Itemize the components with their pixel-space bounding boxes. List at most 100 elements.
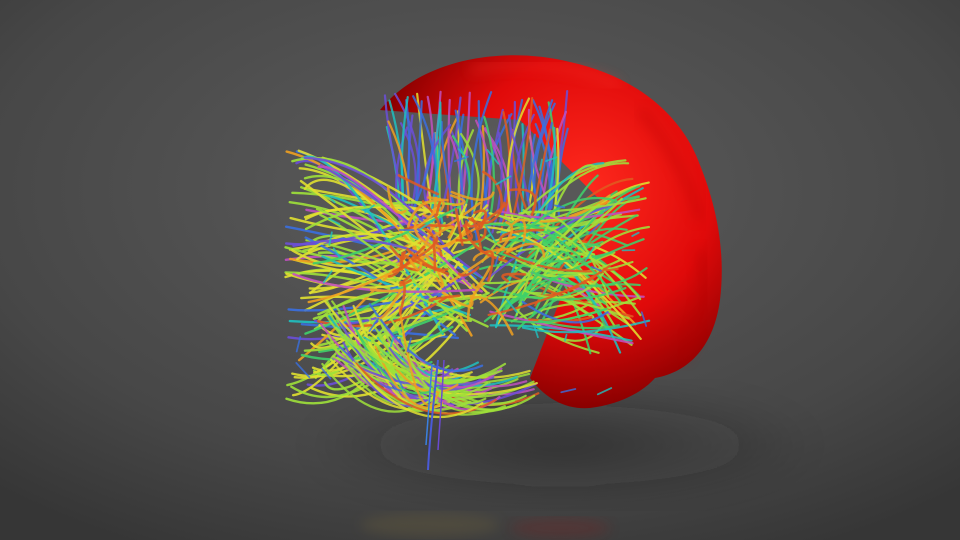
fiber-strand [432, 239, 437, 272]
fiber-strand [477, 100, 492, 229]
fiber-strand [332, 247, 341, 258]
fiber-strand [387, 251, 404, 278]
fiber-strand [448, 251, 494, 284]
fiber-strand [640, 311, 648, 327]
fiber-strand [500, 196, 618, 255]
fiber-strand [491, 203, 601, 320]
fiber-strand [386, 185, 407, 214]
fiber-strand [631, 231, 640, 237]
fiber-strand [319, 213, 469, 332]
fiber-strand [368, 317, 380, 332]
fiber-strand [510, 300, 636, 323]
fiber-strand [455, 224, 473, 242]
fiber-strand [521, 300, 609, 324]
fiber-strand [485, 200, 623, 281]
fiber-strand [423, 123, 452, 210]
fiber-strand [377, 289, 403, 320]
fiber-strand [300, 155, 444, 336]
fiber-strand [596, 387, 613, 396]
cortex-hemisphere [380, 55, 722, 409]
fiber-strand [527, 197, 647, 214]
fiber-strand [379, 320, 435, 371]
fiber-strand [395, 373, 404, 389]
fiber-strand [501, 307, 608, 324]
fiber-strand [505, 238, 645, 308]
fiber-strand [524, 272, 605, 299]
fiber-strand [364, 204, 375, 214]
brainstem-fiber [425, 364, 433, 446]
fiber-strand [317, 284, 436, 316]
fiber-strand [495, 221, 514, 255]
fiber-strand [471, 228, 487, 244]
fiber-strand [304, 201, 459, 231]
fiber-strand [489, 310, 634, 345]
fiber-strand [509, 188, 537, 216]
fiber-strand [454, 207, 464, 247]
fiber-strand [321, 367, 332, 380]
fiber-strand [501, 272, 527, 283]
fiber-strand [458, 113, 471, 223]
fiber-strand [527, 108, 549, 202]
fiber-strand [533, 325, 539, 339]
fiber-strand [511, 218, 527, 242]
fiber-strand [495, 175, 512, 186]
floor-reflection [360, 513, 500, 537]
fiber-strand [435, 199, 442, 217]
fiber-strand [515, 247, 642, 301]
fiber-strand [342, 341, 431, 407]
fiber-strand [457, 148, 467, 159]
tractography-fibers [284, 89, 651, 419]
fiber-strand [460, 132, 480, 214]
fiber-strand [512, 97, 534, 215]
fiber-strand [427, 196, 445, 212]
fiber-strand [368, 302, 484, 372]
fiber-strand [487, 264, 611, 316]
fiber-strand [335, 326, 503, 382]
fiber-strand [534, 197, 623, 266]
fiber-strand [457, 266, 480, 277]
fiber-strand [328, 231, 333, 246]
fiber-strand [484, 250, 495, 282]
fiber-strand [515, 164, 598, 317]
brainstem-fibers [425, 359, 445, 471]
fiber-strand [464, 203, 507, 228]
fiber-strand [529, 267, 648, 287]
fiber-strand [399, 274, 412, 287]
brain-surface [380, 55, 722, 409]
fiber-strand [419, 218, 435, 231]
floor-shadow [300, 390, 820, 500]
fiber-strand [496, 208, 641, 220]
fiber-strand [292, 272, 476, 293]
fiber-strand [307, 226, 479, 304]
gyrus-ridge [636, 107, 704, 221]
fiber-strand [417, 224, 434, 257]
fiber-strand [564, 333, 568, 342]
fiber-strand [471, 295, 514, 336]
fiber-strand [494, 255, 499, 267]
fiber-strand [485, 225, 496, 242]
brainstem-fiber [427, 359, 439, 471]
fiber-strand [590, 265, 602, 272]
fiber-strand [551, 127, 560, 224]
fiber-strand [317, 165, 472, 287]
gyrus-ridge [676, 248, 710, 364]
fiber-strand [531, 185, 641, 317]
fiber-strand [470, 216, 483, 254]
fiber-strand [588, 223, 600, 235]
fiber-strand [352, 361, 484, 419]
fiber-strand [479, 283, 627, 301]
fiber-strand [295, 362, 311, 379]
fiber-strand [473, 209, 487, 230]
fiber-strand [362, 336, 371, 342]
fiber-strand [389, 285, 399, 290]
fiber-strand [513, 177, 634, 276]
fiber-strand [369, 287, 407, 293]
fiber-strand [449, 194, 466, 207]
fiber-strand [584, 246, 595, 262]
fiber-strand [433, 225, 455, 239]
fiber-strand [518, 243, 601, 304]
fiber-strand [295, 336, 302, 353]
fiber-strand [403, 99, 411, 214]
